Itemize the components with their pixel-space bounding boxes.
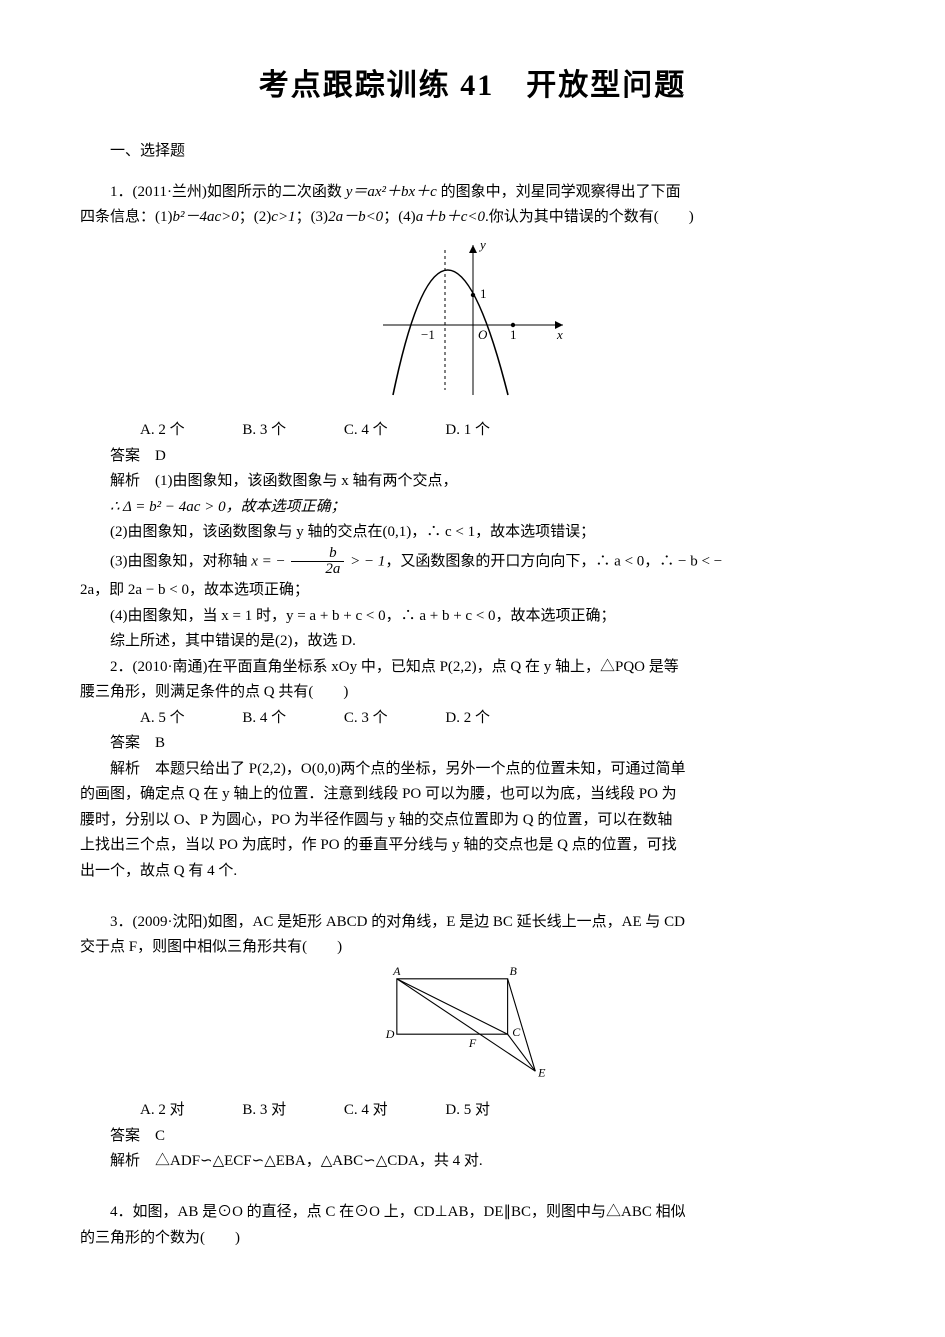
q3-figure: A B C D E F [80,965,865,1095]
q2-answer: 答案 B [80,731,865,757]
q2-exp-line1: 解析 本题只给出了 P(2,2)，O(0,0)两个点的坐标，另外一个点的位置未知… [80,757,865,783]
q1-optB: B. 3 个 [212,418,286,444]
q1-exp2: (2)由图象知，该函数图象与 y 轴的交点在(0,1)，∴ c < 1，故本选项… [80,520,865,546]
q1-text-2: 的图象中，刘星同学观察得出了下面 [437,184,681,200]
svg-text:F: F [467,1036,476,1050]
q2-options: A. 5 个 B. 4 个 C. 3 个 D. 2 个 [80,706,865,732]
q1-exp1b: ∴ Δ = b² − 4ac > 0，故本选项正确； [80,495,865,521]
q3-optA: A. 2 对 [110,1098,185,1124]
q2-exp-label: 解析 [110,761,140,777]
q3-optC: C. 4 对 [314,1098,388,1124]
q2-exp2: 的画图，确定点 Q 在 y 轴上的位置．注意到线段 PO 可以为腰，也可以为底，… [80,782,865,808]
svg-text:E: E [537,1065,546,1079]
q2-prompt-line1: 2．(2010·南通)在平面直角坐标系 xOy 中，已知点 P(2,2)，点 Q… [80,655,865,681]
q3-options: A. 2 对 B. 3 对 C. 4 对 D. 5 对 [80,1098,865,1124]
q1-info2: c>1 [271,209,295,225]
q1-exp3: (3)由图象知，对称轴 x = − b2a > − 1，又函数图象的开口方向向下… [80,546,865,579]
q2-optC: C. 3 个 [314,706,388,732]
q1-exp4: (4)由图象知，当 x = 1 时，y = a + b + c < 0，∴ a … [80,604,865,630]
q2-exp1: 本题只给出了 P(2,2)，O(0,0)两个点的坐标，另外一个点的位置未知，可通… [155,761,685,777]
q1-exp-label: 解析 [110,473,140,489]
axis-y-label: y [478,237,486,252]
q4-prompt-line1: 4．如图，AB 是⊙O 的直径，点 C 在⊙O 上，CD⊥AB，DE∥BC，则图… [80,1200,865,1226]
q3-prompt-line2: 交于点 F，则图中相似三角形共有( ) [80,935,865,961]
q1-options: A. 2 个 B. 3 个 C. 4 个 D. 1 个 [80,418,865,444]
q2-exp4: 上找出三个点，当以 PO 为底时，作 PO 的垂直平分线与 y 轴的交点也是 Q… [80,833,865,859]
q3-exp: 解析 △ADF∽△ECF∽△EBA，△ABC∽△CDA，共 4 对. [80,1149,865,1175]
axis-x-label: x [556,327,563,342]
q3-optD: D. 5 对 [415,1098,490,1124]
q1-text-6: ；(4) [383,209,416,225]
q1-info1: b²－4ac>0 [173,209,239,225]
q2-exp3: 腰时，分别以 O、P 为圆心，PO 为半径作圆与 y 轴的交点位置即为 Q 的位… [80,808,865,834]
q2-prompt-line2: 腰三角形，则满足条件的点 Q 共有( ) [80,680,865,706]
q1-info4: a＋b＋c<0 [416,209,485,225]
svg-text:B: B [509,965,517,978]
q1-text-7: .你认为其中错误的个数有( ) [485,209,694,225]
q1-info3: 2a－b<0 [328,209,383,225]
q1-exp3b: ，又函数图象的开口方向向下，∴ a < 0，∴ − b < − [385,553,722,569]
q1-prompt-line1: 1．(2011·兰州)如图所示的二次函数 y＝ax²＋bx＋c 的图象中，刘星同… [80,180,865,206]
q1-text-4: ；(2) [239,209,272,225]
q1-optD: D. 1 个 [415,418,490,444]
q1-exp3c: 2a，即 2a − b < 0，故本选项正确； [80,578,865,604]
section-heading: 一、选择题 [80,139,865,165]
svg-text:C: C [512,1025,521,1039]
q1-text-3: 四条信息：(1) [80,209,173,225]
q1-eq-main: y＝ax²＋bx＋c [346,184,437,200]
origin-label: O [478,327,488,342]
q2-exp5: 出一个，故点 Q 有 4 个. [80,859,865,885]
q2-optB: B. 4 个 [212,706,286,732]
q1-exp-line1: 解析 (1)由图象知，该函数图象与 x 轴有两个交点， [80,469,865,495]
svg-text:D: D [384,1026,394,1040]
q1-exp5: 综上所述，其中错误的是(2)，故选 D. [80,629,865,655]
q1-text-1: 1．(2011·兰州)如图所示的二次函数 [110,184,346,200]
svg-text:A: A [392,965,401,978]
q3-exp-label: 解析 [110,1153,140,1169]
q3-optB: B. 3 对 [212,1098,286,1124]
q3-prompt-line1: 3．(2009·沈阳)如图，AC 是矩形 ABCD 的对角线，E 是边 BC 延… [80,910,865,936]
neg1-label: −1 [421,327,435,342]
q1-optA: A. 2 个 [110,418,185,444]
q1-optC: C. 4 个 [314,418,388,444]
q4-prompt-line2: 的三角形的个数为( ) [80,1226,865,1252]
q2-optA: A. 5 个 [110,706,185,732]
q3-answer: 答案 C [80,1124,865,1150]
q3-exp1: △ADF∽△ECF∽△EBA，△ABC∽△CDA，共 4 对. [155,1153,483,1169]
x1-label: 1 [510,327,517,342]
y1-label: 1 [480,286,487,301]
q1-exp1: (1)由图象知，该函数图象与 x 轴有两个交点， [155,473,458,489]
q1-text-5: ；(3) [296,209,329,225]
q1-answer: 答案 D [80,444,865,470]
q2-optD: D. 2 个 [415,706,490,732]
q1-exp3a: (3)由图象知，对称轴 [110,553,251,569]
q1-figure: x y O −1 1 1 [80,235,865,415]
q1-prompt-line2: 四条信息：(1)b²－4ac>0；(2)c>1；(3)2a－b<0；(4)a＋b… [80,205,865,231]
page-title: 考点跟踪训练 41 开放型问题 [80,60,865,111]
